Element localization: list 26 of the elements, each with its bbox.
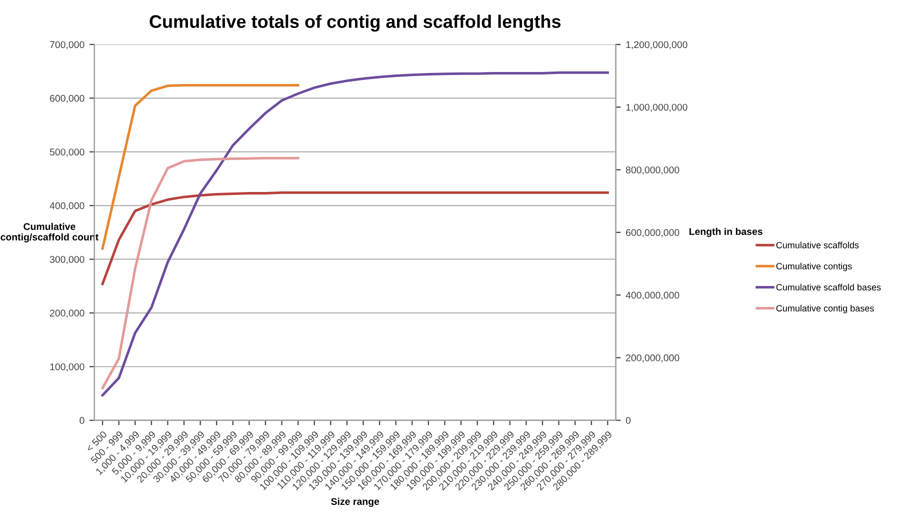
line-series	[101, 84, 300, 250]
y2-tick-label: 400,000,000	[626, 292, 680, 300]
y-tick-label: 400,000	[50, 202, 84, 210]
legend-label: Cumulative contigs	[776, 262, 852, 272]
y-tick-label: 200,000	[50, 310, 84, 318]
y-tick-label: 700,000	[50, 41, 84, 50]
chart-title: Cumulative totals of contig and scaffold lengths	[150, 14, 561, 32]
y2-axis-title: Length in bases	[689, 228, 762, 237]
y2-tick-label: 1,000,000,000	[626, 104, 688, 112]
y2-tick-label: 200,000,000	[626, 354, 680, 362]
line-series	[101, 191, 609, 286]
y2-tick-label: 600,000,000	[626, 229, 680, 238]
x-axis-title: Size range	[331, 498, 380, 507]
y-tick-label: 600,000	[50, 94, 84, 103]
y2-tick-label: 800,000,000	[626, 166, 680, 175]
y2-tick-label: 1,200,000,000	[626, 41, 688, 50]
legend-label: Cumulative scaffold bases	[776, 284, 881, 290]
y-tick-label: 300,000	[50, 256, 84, 264]
y-tick-label: 100,000	[50, 363, 84, 372]
line-series	[101, 156, 300, 390]
y-tick-label: 0	[80, 417, 84, 424]
line-series	[101, 71, 609, 397]
legend-label: Cumulative scaffolds	[776, 242, 859, 248]
y2-tick-label: 0	[626, 417, 631, 424]
y-tick-label: 500,000	[50, 148, 84, 157]
legend-label: Cumulative contig bases	[776, 304, 874, 314]
